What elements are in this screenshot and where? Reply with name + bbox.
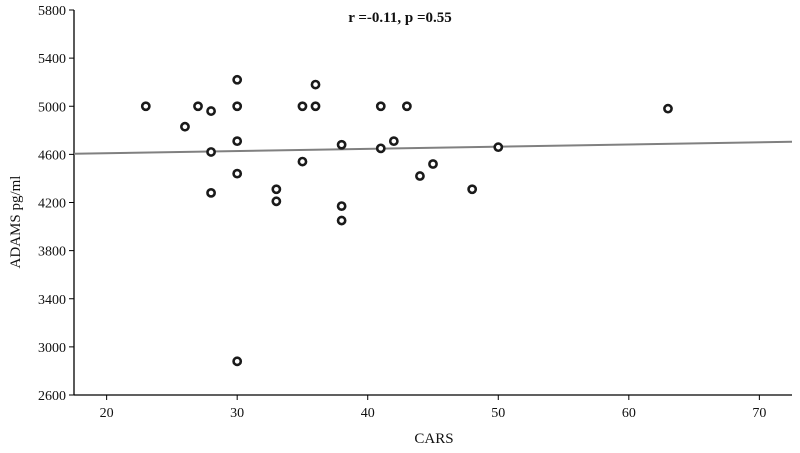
data-point xyxy=(297,101,308,112)
data-point xyxy=(140,101,151,112)
data-point xyxy=(180,121,190,132)
data-point xyxy=(206,187,216,198)
data-point xyxy=(467,184,478,195)
y-tick-label: 4200 xyxy=(38,197,66,212)
data-point xyxy=(232,168,243,179)
data-point xyxy=(271,184,282,195)
x-tick-label: 50 xyxy=(491,406,505,421)
data-point xyxy=(206,147,216,157)
data-point xyxy=(415,171,425,181)
data-point xyxy=(193,101,203,112)
y-axis-label: ADAMS pg/ml xyxy=(8,176,24,269)
data-point xyxy=(401,101,412,112)
y-tick-label: 4600 xyxy=(38,148,66,163)
y-tick-label: 3000 xyxy=(38,341,66,356)
data-point xyxy=(232,101,243,112)
data-point xyxy=(493,142,504,153)
plot-marks: 20 30 40 50 60 70 2600 3000 3400 3800 4200 4600 5000… xyxy=(38,4,793,421)
data-point xyxy=(206,106,216,116)
data-point xyxy=(232,74,243,85)
data-point xyxy=(232,136,243,147)
regression-line xyxy=(73,140,793,155)
correlation-annotation: r =-0.11, p =0.55 xyxy=(348,10,452,26)
x-tick-label: 60 xyxy=(622,406,636,421)
data-point xyxy=(310,79,321,90)
x-tick-label: 40 xyxy=(361,406,375,421)
y-tick-label: 5000 xyxy=(38,100,66,115)
data-point xyxy=(428,159,438,169)
y-tick-label: 5800 xyxy=(38,4,66,19)
x-tick-label: 70 xyxy=(752,406,766,421)
data-point xyxy=(232,356,243,367)
y-tick-label: 5400 xyxy=(38,52,66,67)
data-point xyxy=(336,139,347,150)
data-point xyxy=(271,196,282,207)
data-point xyxy=(388,136,399,147)
data-point xyxy=(375,101,386,112)
data-point xyxy=(310,101,321,112)
y-tick-label: 3400 xyxy=(38,293,66,308)
data-point xyxy=(375,143,386,154)
x-axis-label: CARS xyxy=(414,431,453,447)
x-tick-label: 30 xyxy=(230,406,244,421)
data-point xyxy=(297,156,308,167)
data-point xyxy=(663,103,673,114)
data-point xyxy=(336,215,347,226)
y-tick-label: 2600 xyxy=(38,389,66,404)
y-tick-label: 3800 xyxy=(38,245,66,260)
data-point xyxy=(336,201,347,212)
x-tick-label: 20 xyxy=(100,406,114,421)
